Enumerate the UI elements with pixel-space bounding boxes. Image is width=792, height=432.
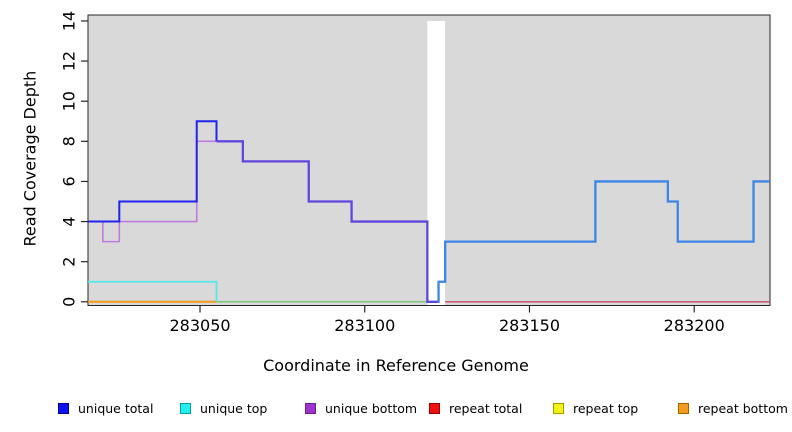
y-tick-label: 8 <box>60 136 79 146</box>
y-tick-label: 12 <box>60 51 79 71</box>
unique-total-bottom-merged-line <box>216 140 438 303</box>
x-tick-label: 283100 <box>334 316 395 335</box>
repeat-total-swatch-icon <box>429 402 440 414</box>
x-axis-label: Coordinate in Reference Genome <box>263 356 529 375</box>
y-tick-label: 10 <box>60 91 79 111</box>
legend-label: repeat top <box>573 400 639 416</box>
legend-item-repeat-top: repeat top <box>553 399 638 417</box>
x-tick-label: 283150 <box>499 316 560 335</box>
legend-item-repeat-total: repeat total <box>429 399 522 417</box>
legend-item-repeat-bottom: repeat bottom <box>678 399 788 417</box>
repeat-bottom-swatch-icon <box>678 402 689 414</box>
unique-bottom-swatch-icon <box>305 402 316 414</box>
x-tick-label: 283200 <box>664 316 725 335</box>
legend-label: unique bottom <box>325 400 418 416</box>
legend-label: repeat bottom <box>698 400 788 416</box>
legend-label: unique total <box>78 400 154 416</box>
legend: unique total unique top unique bottom re… <box>0 399 792 423</box>
x-tick-label: 283050 <box>169 316 230 335</box>
unique-total-left-line <box>88 120 218 223</box>
y-tick-label: 6 <box>60 176 79 186</box>
legend-item-unique-total: unique total <box>58 399 153 417</box>
unique-total-top-merged-line <box>437 180 770 303</box>
y-axis-label: Read Coverage Depth <box>20 70 40 247</box>
y-tick-label: 4 <box>60 216 79 226</box>
unique-top-swatch-icon <box>180 402 191 414</box>
plot-border <box>87 14 771 306</box>
legend-item-unique-bottom: unique bottom <box>305 399 417 417</box>
y-tick-label: 0 <box>60 297 79 307</box>
repeat-top-swatch-icon <box>553 402 564 414</box>
legend-item-unique-top: unique top <box>180 399 267 417</box>
y-tick-label: 2 <box>60 257 79 267</box>
coverage-gap-band <box>427 20 446 306</box>
unique-top-line <box>88 280 218 302</box>
unique-total-swatch-icon <box>58 402 69 414</box>
legend-label: repeat total <box>449 400 523 416</box>
y-tick-label: 14 <box>60 11 79 31</box>
legend-label: unique top <box>200 400 268 416</box>
